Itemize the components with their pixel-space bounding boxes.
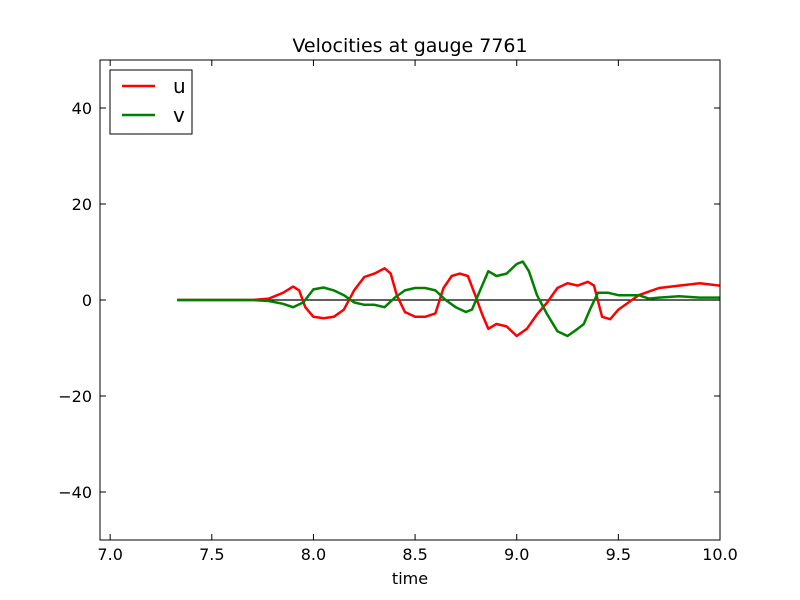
x-tick-label: 9.5 [606, 545, 631, 564]
x-axis-label: time [392, 569, 428, 588]
legend-label-v: v [173, 103, 185, 127]
x-tick-label: 7.0 [97, 545, 122, 564]
x-tick-label: 7.5 [199, 545, 224, 564]
y-tick-label: −20 [58, 387, 92, 406]
series-line-v [177, 260, 720, 338]
tick-layer: 7.0 7.5 8.0 8.5 9.0 9.5 10.0 −40 −20 0 20 40 [58, 60, 738, 564]
plot-layer [177, 260, 720, 338]
y-tick-label: 20 [72, 195, 92, 214]
x-tick-label: 10.0 [702, 545, 738, 564]
legend-box [109, 69, 193, 135]
x-tick-label: 9.0 [504, 545, 529, 564]
series-line-u [177, 267, 720, 338]
x-tick-label: 8.0 [301, 545, 326, 564]
y-tick-label: 0 [82, 291, 92, 310]
chart-title: Velocities at gauge 7761 [292, 35, 527, 57]
legend-label-u: u [173, 74, 186, 98]
y-tick-label: −40 [58, 483, 92, 502]
y-tick-label: 40 [72, 99, 92, 118]
legend: uv [109, 69, 193, 135]
x-tick-label: 8.5 [402, 545, 427, 564]
